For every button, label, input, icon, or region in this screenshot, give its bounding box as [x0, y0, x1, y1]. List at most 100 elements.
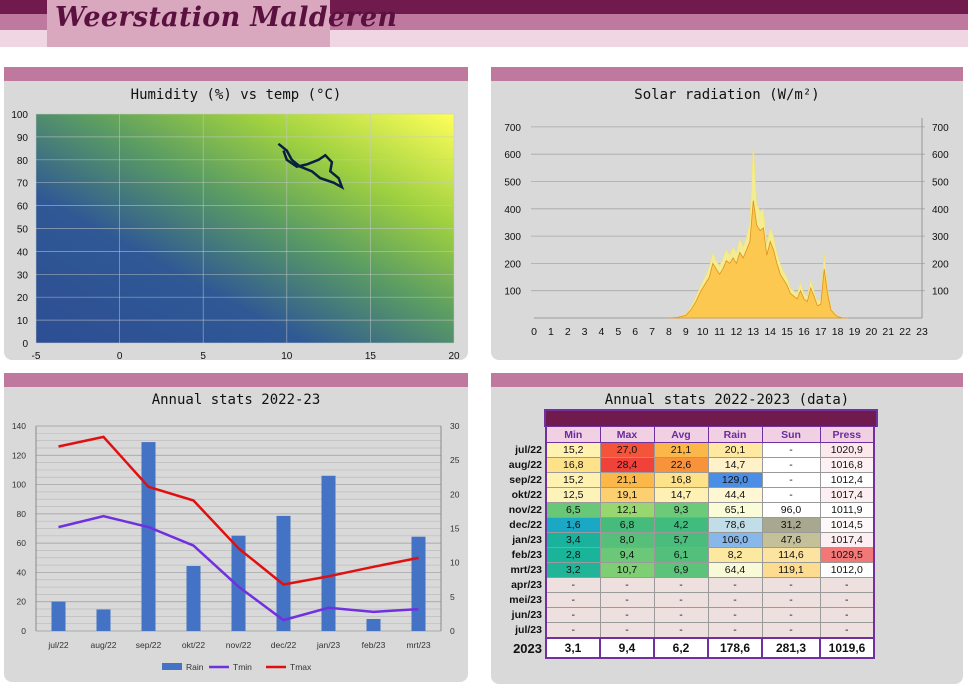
table-cell: -: [761, 607, 821, 623]
x-tick-label: feb/23: [362, 640, 386, 650]
table-cell: 129,0: [707, 472, 763, 488]
table-cell: 1017,4: [819, 532, 875, 548]
panel-title: Annual stats 2022-23: [151, 392, 321, 408]
rain-bar: [96, 609, 111, 631]
annual-stats-table: Min Max Avg Rain Sun Press jul/22 15,2 27,…: [499, 426, 875, 659]
row-label: nov/22: [499, 502, 546, 518]
table-cell: 9,3: [653, 502, 709, 518]
table-total-row: 2023 3,1 9,4 6,2 178,6 281,3 1019,6: [499, 637, 875, 659]
table-cell: -: [761, 487, 821, 503]
x-tick-label: 6: [632, 326, 638, 338]
total-cell: 6,2: [653, 637, 709, 659]
table-cell: 20,1: [707, 442, 763, 458]
y-tick-left: 0: [21, 626, 26, 636]
table-cell: 15,2: [545, 442, 601, 458]
table-cell: 9,4: [599, 547, 655, 563]
solar-avg-area: [668, 200, 848, 319]
y-tick-left: 600: [504, 150, 521, 161]
table-cell: -: [761, 592, 821, 608]
x-tick-label: 20: [448, 351, 460, 360]
corner-cell: [499, 426, 546, 443]
table-cell: 1,6: [545, 517, 601, 533]
table-cell: 14,7: [653, 487, 709, 503]
panel-title: Humidity (%) vs temp (°C): [130, 87, 342, 103]
table-cell: 47,6: [761, 532, 821, 548]
x-tick-label: 10: [281, 351, 293, 360]
table-cell: 3,4: [545, 532, 601, 548]
table-cell: -: [761, 457, 821, 473]
table-cell: -: [545, 577, 601, 593]
total-cell: 1019,6: [819, 637, 875, 659]
row-label: feb/23: [499, 547, 546, 563]
table-row: jul/23- - - - - -: [499, 622, 875, 639]
x-tick-label: 11: [714, 326, 725, 338]
table-cell: 64,4: [707, 562, 763, 578]
table-cell: -: [707, 622, 763, 639]
y-tick-right: 0: [450, 626, 455, 636]
table-cell: 1029,5: [819, 547, 875, 563]
table-row: sep/22 15,2 21,1 16,8 129,0-1012,4: [499, 472, 875, 488]
x-tick-label: 12: [731, 326, 743, 338]
legend-label: Tmin: [233, 662, 252, 672]
col-header-min: Min: [545, 426, 601, 443]
table-cell: 28,4: [599, 457, 655, 473]
total-cell: 281,3: [761, 637, 821, 659]
table-cell: -: [707, 577, 763, 593]
row-label: sep/22: [499, 472, 546, 488]
x-tick-label: sep/22: [136, 640, 162, 650]
table-row: feb/23 2,8 9,4 6,1 8,2 114,6 1029,5: [499, 547, 875, 563]
y-tick-right: 100: [932, 287, 949, 298]
table-cell: 16,8: [545, 457, 601, 473]
table-cell: 16,8: [653, 472, 709, 488]
x-tick-label: okt/22: [182, 640, 205, 650]
col-header-press: Press: [819, 426, 875, 443]
row-label: mei/23: [499, 592, 546, 608]
y-tick-right: 500: [932, 178, 949, 189]
x-tick-label: 19: [849, 326, 861, 338]
y-tick-right: 10: [450, 558, 460, 568]
site-title: Weerstation Malderen: [55, 2, 398, 33]
table-cell: -: [599, 622, 655, 639]
table-row: aug/22 16,8 28,4 22,6 14,7-1016,8: [499, 457, 875, 473]
x-tick-label: 7: [649, 326, 655, 338]
panel-header-bar: [491, 373, 963, 387]
col-header-max: Max: [599, 426, 655, 443]
table-cell: -: [599, 577, 655, 593]
table-row: mrt/23 3,2 10,7 6,9 64,4 119,1 1012,0: [499, 562, 875, 578]
y-tick-label: 60: [17, 202, 29, 213]
x-tick-label: 5: [200, 351, 206, 360]
table-cell: 21,1: [653, 442, 709, 458]
x-tick-label: 14: [764, 326, 776, 338]
row-label: dec/22: [499, 517, 546, 533]
total-cell: 3,1: [545, 637, 601, 659]
rain-bar: [411, 536, 426, 631]
x-tick-label: 9: [683, 326, 689, 338]
site-title-box: [47, 0, 330, 47]
legend-label: Rain: [186, 662, 204, 672]
y-tick-label: 30: [17, 270, 29, 281]
tmax-line: [58, 435, 419, 586]
row-label: jul/23: [499, 622, 546, 638]
total-row-label: 2023: [499, 638, 546, 658]
table-cell: -: [653, 622, 709, 639]
total-cell: 9,4: [599, 637, 655, 659]
table-cell: 1014,5: [819, 517, 875, 533]
rain-bar: [366, 618, 381, 631]
table-cell: 65,1: [707, 502, 763, 518]
y-tick-right: 300: [932, 232, 949, 243]
humidity-panel: Humidity (%) vs temp (°C) -5 0 5 10 15 20 0 10…: [4, 67, 468, 360]
table-cell: 1017,4: [819, 487, 875, 503]
x-tick-label: 0: [531, 326, 537, 338]
row-label: mrt/23: [499, 562, 546, 578]
table-cell: -: [819, 592, 875, 608]
x-tick-label: -5: [32, 351, 41, 360]
table-cell: 1011,9: [819, 502, 875, 518]
table-cell: 96,0: [761, 502, 821, 518]
table-cell: 31,2: [761, 517, 821, 533]
y-tick-right: 700: [932, 123, 949, 134]
table-cell: -: [819, 607, 875, 623]
table-cell: 6,8: [599, 517, 655, 533]
y-tick-left: 60: [17, 538, 27, 548]
y-tick-left: 500: [504, 178, 521, 189]
y-tick-left: 700: [504, 123, 521, 134]
